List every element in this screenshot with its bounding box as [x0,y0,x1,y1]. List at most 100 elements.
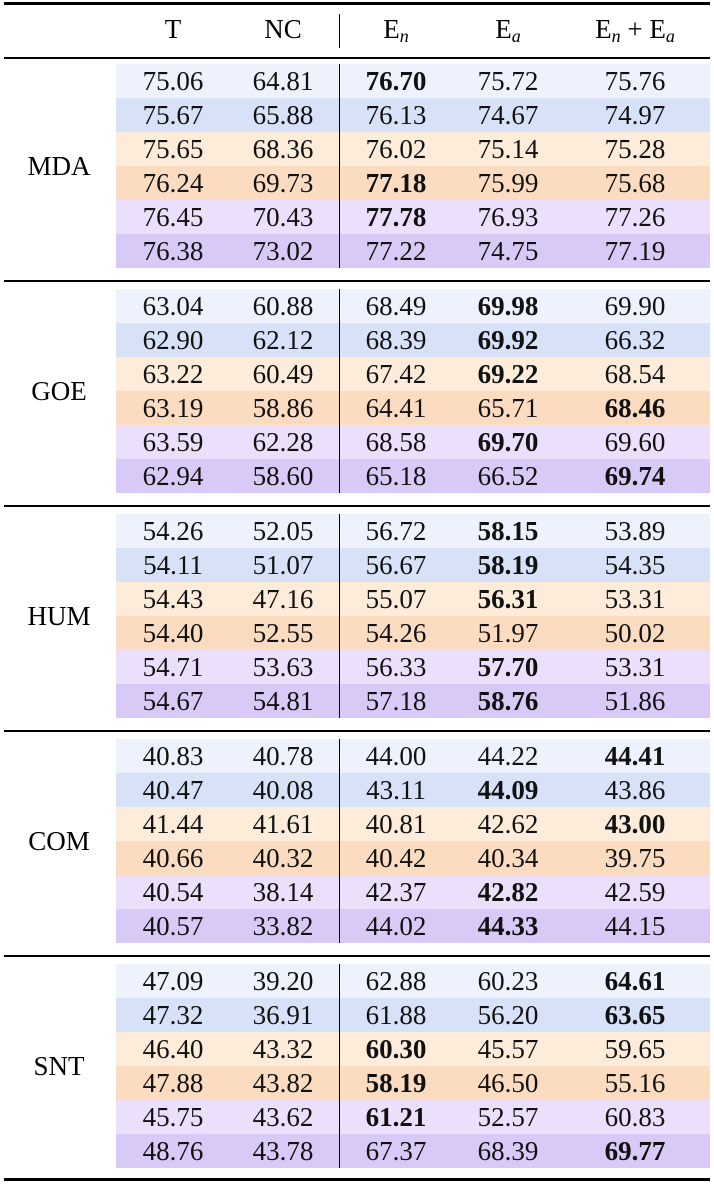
cell: 46.50 [477,1068,539,1098]
cell: 40.42 [365,843,427,873]
column-header: En + Ea [555,12,714,53]
group-label: MDA [27,151,91,181]
cell: 58.19 [365,1068,427,1098]
cell: 55.07 [365,584,427,614]
cell: 51.86 [604,686,666,716]
cell: 40.81 [365,809,427,839]
cell: 52.55 [252,618,314,648]
cell: 69.22 [477,359,539,389]
cell: 50.02 [604,618,666,648]
cell: 56.20 [477,1000,539,1030]
cell: 51.07 [252,550,314,580]
cell: 69.70 [477,427,539,457]
cell: 77.22 [365,236,427,266]
cell: 67.37 [365,1136,427,1166]
cell: 76.45 [142,202,204,232]
cell: 77.18 [365,168,427,198]
row-band [116,234,710,268]
cell: 63.19 [142,393,204,423]
row-band [116,514,710,548]
row-band [116,166,710,200]
cell: 69.77 [604,1136,666,1166]
cell: 75.72 [477,66,539,96]
cell: 57.18 [365,686,427,716]
cell: 42.82 [477,877,539,907]
bottom-rule [4,1178,710,1181]
cell: 44.02 [365,911,427,941]
cell: 33.82 [252,911,314,941]
cell: 54.35 [604,550,666,580]
cell: 47.88 [142,1068,204,1098]
cell: 60.30 [365,1034,427,1064]
cell: 43.62 [252,1102,314,1132]
cell: 56.31 [477,584,539,614]
row-band [116,289,710,323]
cell: 53.31 [604,652,666,682]
cell: 54.40 [142,618,204,648]
cell: 60.88 [252,291,314,321]
cell: 77.26 [604,202,666,232]
cell: 54.26 [365,618,427,648]
cell: 64.61 [604,966,666,996]
group-vline [339,64,341,268]
cell: 42.62 [477,809,539,839]
cell: 46.40 [142,1034,204,1064]
cell: 69.60 [604,427,666,457]
cell: 60.83 [604,1102,666,1132]
cell: 68.49 [365,291,427,321]
cell: 53.89 [604,516,666,546]
cell: 76.13 [365,100,427,130]
cell: 66.52 [477,461,539,491]
group-label: COM [28,826,90,856]
cell: 42.59 [604,877,666,907]
cell: 58.19 [477,550,539,580]
row-band [116,841,710,875]
cell: 69.73 [252,168,314,198]
row-band [116,1100,710,1134]
cell: 68.36 [252,134,314,164]
row-band [116,616,710,650]
cell: 40.47 [142,775,204,805]
row-band [116,548,710,582]
cell: 69.98 [477,291,539,321]
cell: 44.09 [477,775,539,805]
cell: 62.28 [252,427,314,457]
header-text: E [495,14,512,44]
cell: 69.74 [604,461,666,491]
cell: 45.57 [477,1034,539,1064]
cell: 67.42 [365,359,427,389]
cell: 62.88 [365,966,427,996]
column-header: Ea [428,12,588,53]
cell: 59.65 [604,1034,666,1064]
row-band [116,425,710,459]
cell: 63.59 [142,427,204,457]
cell: 54.81 [252,686,314,716]
group-rule [4,730,710,732]
cell: 56.72 [365,516,427,546]
cell: 40.78 [252,741,314,771]
cell: 56.67 [365,550,427,580]
cell: 44.41 [604,741,666,771]
cell: 47.32 [142,1000,204,1030]
cell: 69.92 [477,325,539,355]
cell: 57.70 [477,652,539,682]
cell: 76.70 [365,66,427,96]
row-band [116,909,710,943]
cell: 68.58 [365,427,427,457]
cell: 75.06 [142,66,204,96]
group-rule [4,280,710,282]
cell: 40.66 [142,843,204,873]
cell: 51.97 [477,618,539,648]
cell: 43.82 [252,1068,314,1098]
column-header: NC [203,12,363,46]
cell: 60.23 [477,966,539,996]
header-text: T [164,14,182,44]
row-band [116,132,710,166]
cell: 58.15 [477,516,539,546]
cell: 75.76 [604,66,666,96]
header-subscript: a [665,26,675,46]
cell: 48.76 [142,1136,204,1166]
cell: 54.71 [142,652,204,682]
cell: 68.39 [477,1136,539,1166]
cell: 74.67 [477,100,539,130]
